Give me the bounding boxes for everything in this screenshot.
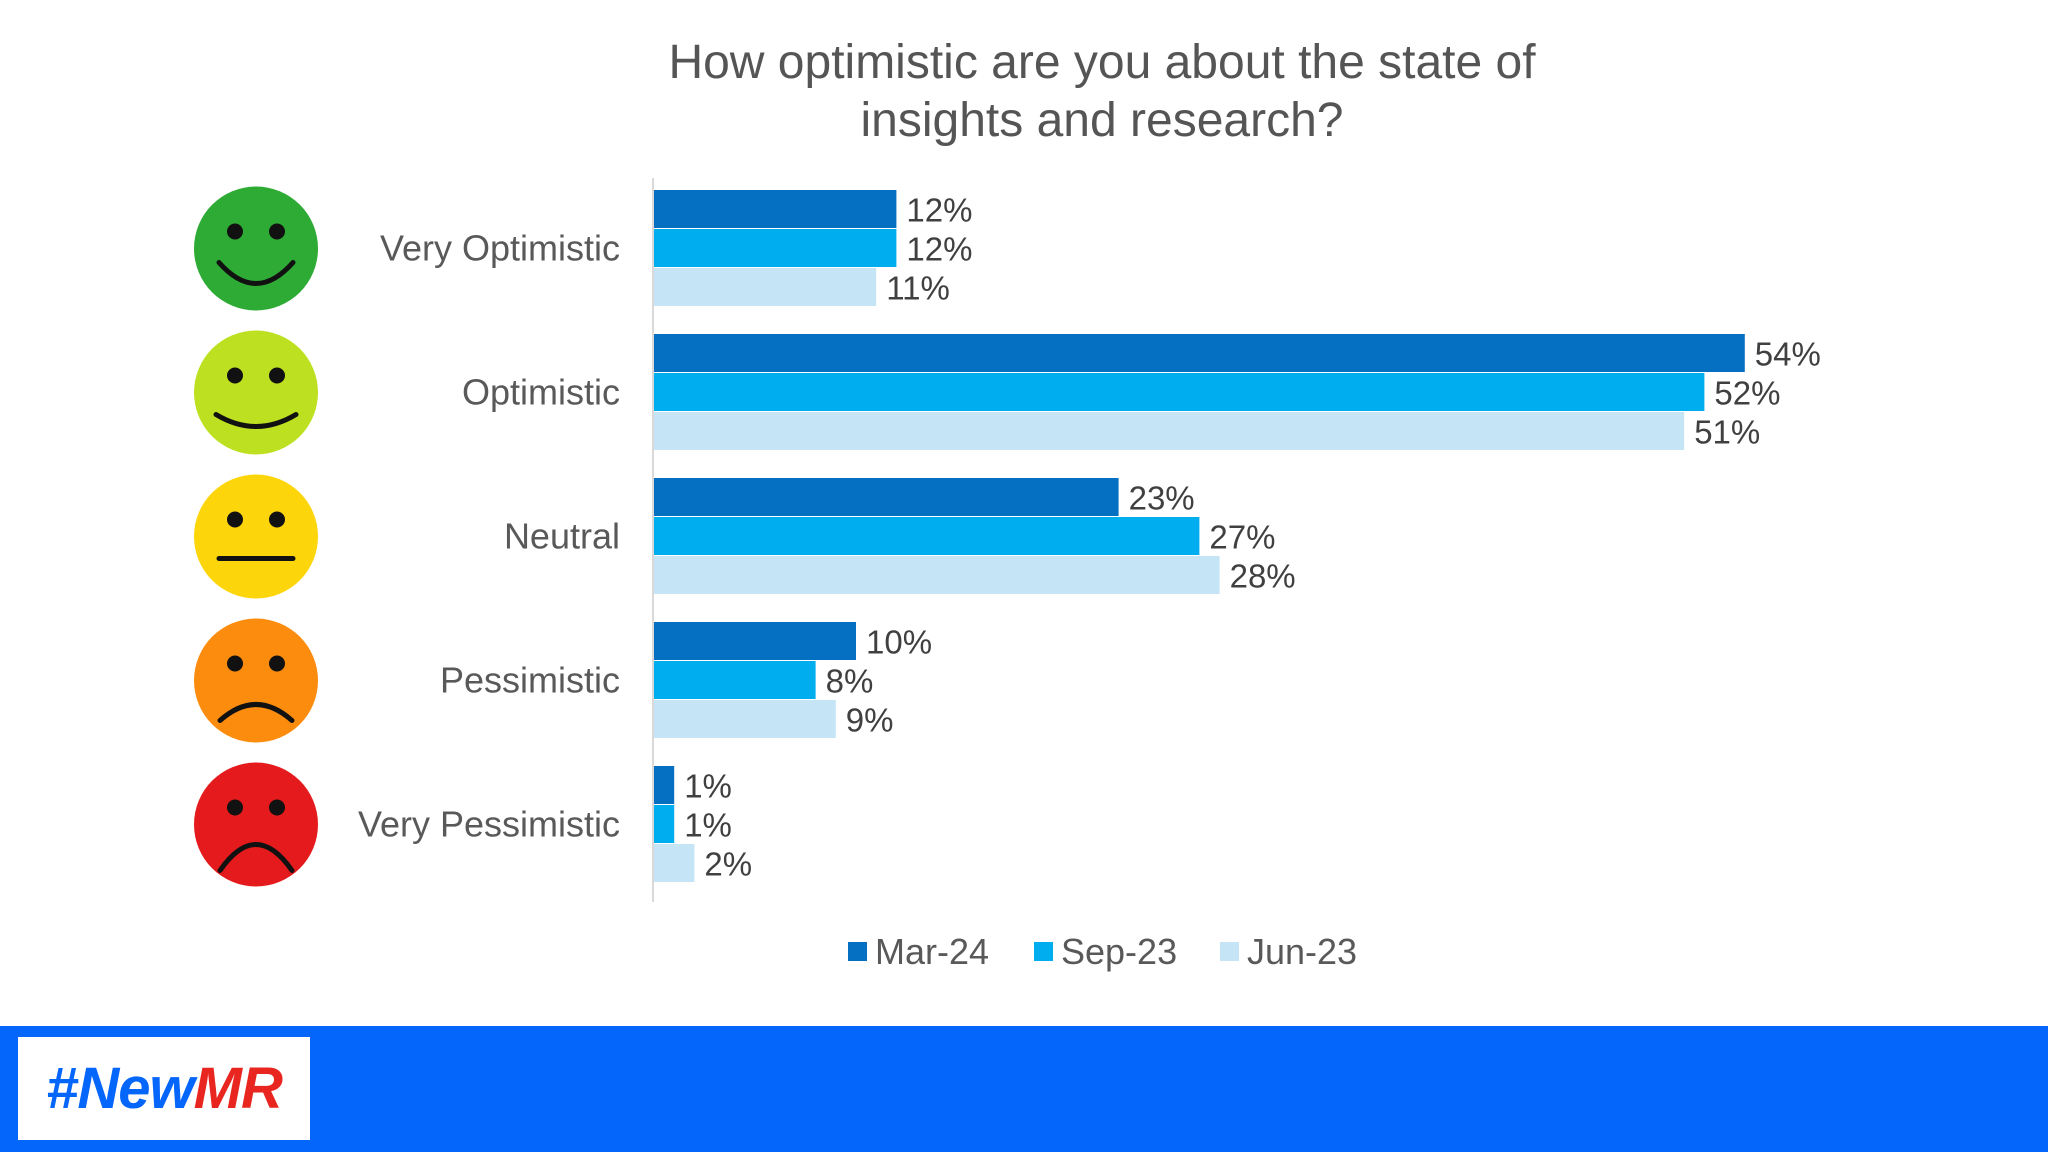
happy-face-icon — [194, 330, 318, 455]
chart: How optimistic are you about the state o… — [194, 36, 1821, 972]
value-label: 54% — [1755, 336, 1821, 373]
legend-label: Mar-24 — [875, 931, 989, 972]
neutral-face-icon — [194, 474, 318, 599]
category-labels: Very Optimistic Optimistic Neutral Pessimis… — [358, 228, 620, 845]
bar-mar-24 — [654, 478, 1119, 516]
category-label: Very Optimistic — [380, 228, 620, 269]
value-label: 28% — [1230, 558, 1296, 595]
legend-swatch — [1034, 942, 1053, 961]
value-label: 10% — [866, 624, 932, 661]
legend-label: Jun-23 — [1247, 931, 1357, 972]
legend-label: Sep-23 — [1061, 931, 1177, 972]
legend-swatch — [848, 942, 867, 961]
chart-title-line-1: How optimistic are you about the state o… — [668, 36, 1536, 89]
chart-title-line-2: insights and research? — [861, 94, 1344, 147]
value-label: 1% — [684, 768, 732, 805]
bar-jun-23 — [654, 700, 836, 738]
bar-sep-23 — [654, 229, 897, 267]
category-label: Optimistic — [462, 372, 620, 413]
value-label: 12% — [906, 231, 972, 268]
category-label: Very Pessimistic — [358, 804, 620, 845]
chart-title: How optimistic are you about the state o… — [668, 36, 1536, 147]
value-labels: 12%12%11%54%52%51%23%27%28%10%8%9%1%1%2% — [684, 192, 1821, 883]
value-label: 2% — [704, 846, 752, 883]
logo-text-mr: MR — [193, 1056, 283, 1121]
very-sad-face-icon — [194, 762, 318, 887]
value-label: 51% — [1694, 414, 1760, 451]
bar-sep-23 — [654, 373, 1705, 411]
legend: Mar-24 Sep-23 Jun-23 — [848, 931, 1357, 972]
bar-jun-23 — [654, 268, 877, 306]
category-label: Pessimistic — [440, 660, 620, 701]
footer-bar: #New MR — [0, 1026, 2048, 1152]
bar-sep-23 — [654, 661, 816, 699]
bar-sep-23 — [654, 805, 675, 843]
bar-jun-23 — [654, 412, 1685, 450]
newmr-logo: #New MR — [18, 1037, 310, 1140]
bar-mar-24 — [654, 766, 675, 804]
value-label: 23% — [1129, 480, 1195, 517]
bars — [654, 190, 1745, 882]
value-label: 8% — [826, 663, 874, 700]
value-label: 52% — [1714, 375, 1780, 412]
bar-mar-24 — [654, 334, 1745, 372]
legend-swatch — [1220, 942, 1239, 961]
logo-text-new: #New — [46, 1056, 195, 1121]
bar-jun-23 — [654, 556, 1220, 594]
bar-mar-24 — [654, 622, 856, 660]
value-label: 12% — [906, 192, 972, 229]
bar-jun-23 — [654, 844, 695, 882]
sad-face-icon — [194, 618, 318, 743]
value-label: 1% — [684, 807, 732, 844]
very-happy-face-icon — [194, 186, 318, 311]
bar-mar-24 — [654, 190, 897, 228]
legend-item: Sep-23 — [1034, 931, 1177, 972]
value-label: 9% — [846, 702, 894, 739]
category-icons — [194, 186, 318, 887]
legend-item: Mar-24 — [848, 931, 989, 972]
bar-sep-23 — [654, 517, 1200, 555]
value-label: 27% — [1209, 519, 1275, 556]
category-label: Neutral — [504, 516, 620, 557]
legend-item: Jun-23 — [1220, 931, 1357, 972]
value-label: 11% — [886, 270, 950, 307]
